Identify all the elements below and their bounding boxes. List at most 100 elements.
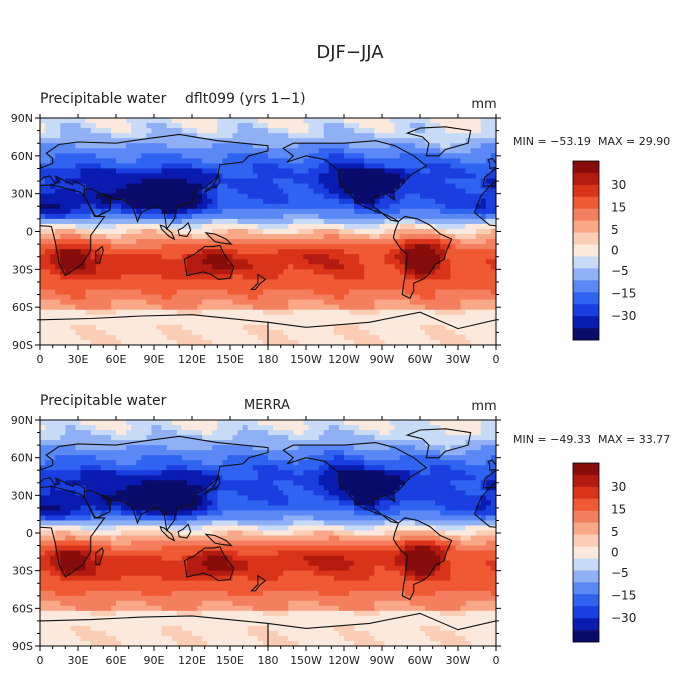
field-cell (455, 173, 462, 180)
field-cell (181, 279, 188, 286)
field-cell (70, 550, 77, 557)
field-cell (105, 470, 112, 476)
field-cell (90, 600, 97, 607)
field-cell (399, 178, 406, 185)
field-cell (55, 580, 61, 587)
field-cell (156, 269, 163, 275)
field-cell (465, 193, 472, 200)
x-tick-label: 90E (144, 353, 165, 366)
field-cell (100, 475, 107, 481)
field-cell (116, 510, 122, 517)
field-cell (192, 299, 198, 306)
field-cell (171, 223, 178, 230)
field-cell (399, 203, 406, 210)
field-cell (110, 329, 117, 336)
field-cell (364, 234, 370, 240)
field-cell (318, 138, 325, 144)
field-cell (379, 173, 386, 180)
field-cell (242, 183, 249, 190)
field-cell (490, 158, 496, 164)
field-cell (222, 178, 229, 185)
field-cell (399, 279, 406, 286)
field-cell (110, 595, 117, 602)
field-cell (186, 244, 193, 250)
field-cell (480, 274, 487, 281)
field-cell (131, 329, 137, 336)
field-cell (85, 615, 92, 622)
field-cell (100, 123, 107, 129)
field-cell (414, 254, 421, 260)
field-cell (202, 158, 208, 164)
field-cell (110, 600, 117, 607)
field-cell (55, 600, 61, 607)
field-cell (50, 540, 56, 547)
field-cell (404, 244, 411, 250)
field-cell (359, 193, 365, 200)
field-cell (110, 138, 117, 144)
field-cell (222, 223, 229, 230)
field-cell (288, 294, 294, 301)
field-cell (262, 264, 269, 270)
field-cell (328, 324, 335, 331)
field-cell (55, 234, 61, 240)
field-cell (440, 143, 446, 149)
field-cell (374, 339, 381, 345)
field-cell (161, 188, 168, 195)
field-cell (207, 289, 213, 296)
field-cell (323, 203, 330, 210)
field-cell (318, 284, 325, 291)
field-cell (40, 495, 46, 501)
field-cell (75, 138, 82, 144)
field-cell (338, 279, 345, 286)
field-cell (262, 193, 269, 200)
field-cell (399, 138, 406, 144)
field-cell (70, 640, 77, 646)
field-cell (40, 440, 46, 446)
field-cell (202, 203, 208, 210)
field-cell (364, 309, 370, 316)
field-cell (293, 309, 299, 316)
field-cell (268, 138, 274, 144)
field-cell (242, 178, 249, 185)
field-cell (60, 264, 66, 270)
field-cell (95, 274, 102, 281)
field-cell (364, 123, 370, 129)
field-cell (70, 284, 77, 291)
field-cell (40, 445, 46, 451)
field-cell (45, 264, 51, 270)
field-cell (440, 218, 446, 225)
field-cell (237, 289, 244, 296)
field-cell (176, 213, 183, 220)
field-cell (75, 213, 82, 220)
field-cell (40, 324, 46, 331)
field-cell (404, 279, 411, 286)
field-cell (151, 173, 158, 180)
field-cell (475, 339, 482, 345)
field-cell (45, 203, 51, 210)
field-cell (465, 223, 472, 230)
field-cell (237, 254, 244, 260)
field-cell (75, 324, 82, 331)
field-cell (40, 143, 46, 149)
field-cell (151, 274, 158, 281)
field-cell (470, 249, 477, 255)
field-cell (425, 299, 431, 306)
field-cell (186, 339, 193, 345)
field-cell (166, 309, 173, 316)
field-cell (247, 153, 254, 159)
field-cell (192, 228, 198, 235)
field-cell (222, 158, 229, 164)
field-cell (485, 299, 492, 306)
field-cell (480, 314, 487, 321)
field-cell (354, 158, 360, 164)
field-cell (379, 239, 386, 245)
field-cell (95, 500, 102, 506)
field-cell (394, 324, 401, 331)
field-cell (85, 284, 92, 291)
field-cell (217, 239, 223, 245)
field-cell (475, 173, 482, 180)
field-cell (268, 218, 274, 225)
field-cell (70, 530, 77, 537)
field-cell (288, 334, 294, 341)
field-cell (344, 173, 350, 180)
